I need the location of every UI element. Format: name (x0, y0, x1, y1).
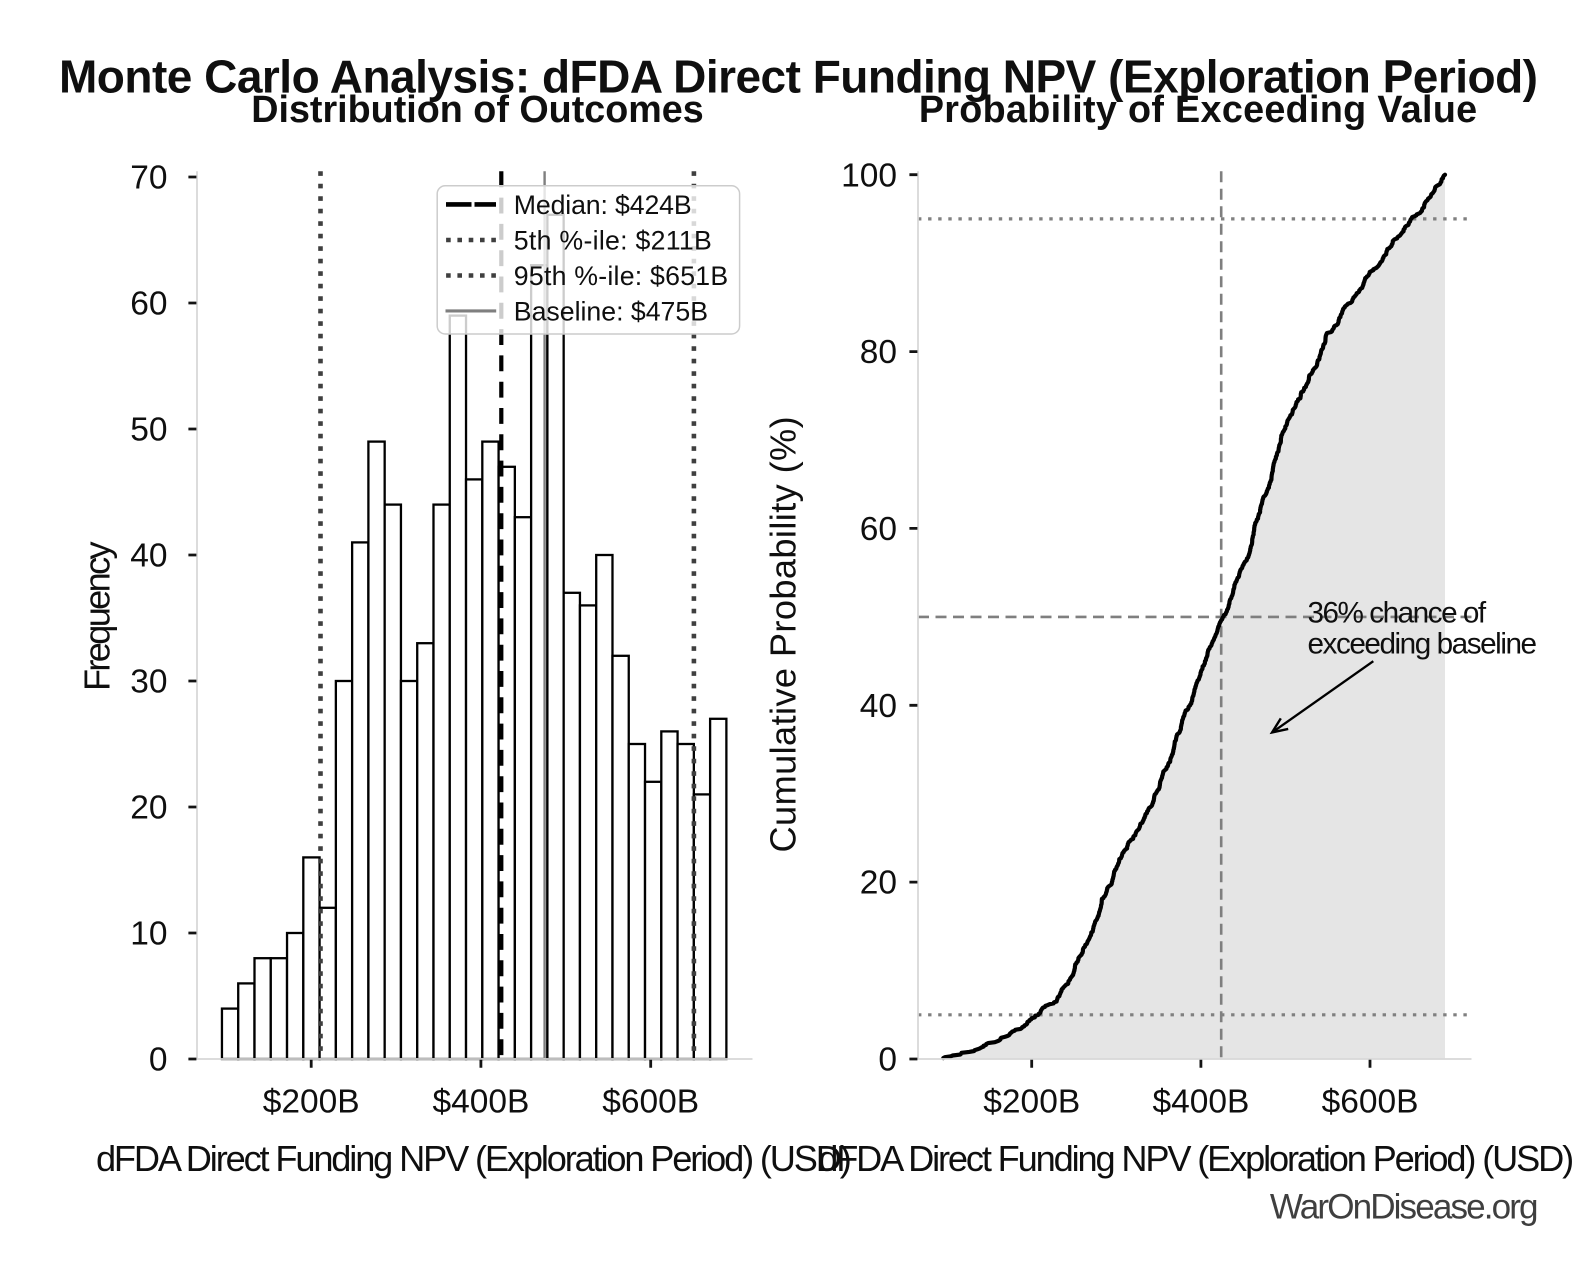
svg-text:50: 50 (130, 412, 167, 449)
svg-text:0: 0 (878, 1042, 897, 1079)
svg-text:10: 10 (130, 916, 167, 953)
svg-text:70: 70 (130, 160, 167, 197)
svg-text:80: 80 (860, 334, 897, 371)
svg-text:Probability of Exceeding Value: Probability of Exceeding Value (919, 88, 1478, 130)
svg-text:Frequency: Frequency (77, 540, 118, 691)
svg-text:$200B: $200B (983, 1084, 1080, 1121)
svg-text:30: 30 (130, 664, 167, 701)
svg-text:$600B: $600B (602, 1084, 699, 1121)
svg-text:40: 40 (130, 538, 167, 575)
svg-text:0: 0 (149, 1042, 168, 1079)
svg-text:60: 60 (130, 286, 167, 323)
svg-text:Distribution of Outcomes: Distribution of Outcomes (251, 88, 704, 130)
svg-text:40: 40 (860, 688, 897, 725)
svg-text:Baseline: $475B: Baseline: $475B (514, 297, 708, 327)
svg-text:20: 20 (130, 790, 167, 827)
svg-text:exceeding baseline: exceeding baseline (1308, 628, 1537, 661)
svg-text:Median: $424B: Median: $424B (514, 190, 692, 220)
svg-text:$400B: $400B (1152, 1084, 1249, 1121)
svg-text:$400B: $400B (432, 1084, 529, 1121)
svg-text:95th %-ile: $651B: 95th %-ile: $651B (514, 261, 729, 291)
svg-text:20: 20 (860, 865, 897, 902)
svg-text:60: 60 (860, 511, 897, 548)
svg-text:5th %-ile: $211B: 5th %-ile: $211B (514, 226, 712, 256)
svg-text:WarOnDisease.org: WarOnDisease.org (1270, 1188, 1537, 1227)
svg-text:36% chance of: 36% chance of (1308, 597, 1487, 630)
svg-text:100: 100 (841, 157, 897, 194)
svg-text:Cumulative Probability (%): Cumulative Probability (%) (763, 416, 804, 853)
svg-text:$200B: $200B (263, 1084, 360, 1121)
svg-text:dFDA Direct Funding NPV (Explo: dFDA Direct Funding NPV (Exploration Per… (96, 1138, 850, 1179)
svg-text:$600B: $600B (1322, 1084, 1419, 1121)
svg-text:Monte Carlo Analysis: dFDA Dir: Monte Carlo Analysis: dFDA Direct Fundin… (59, 50, 1537, 102)
svg-text:dFDA Direct Funding NPV (Explo: dFDA Direct Funding NPV (Exploration Per… (818, 1138, 1572, 1179)
